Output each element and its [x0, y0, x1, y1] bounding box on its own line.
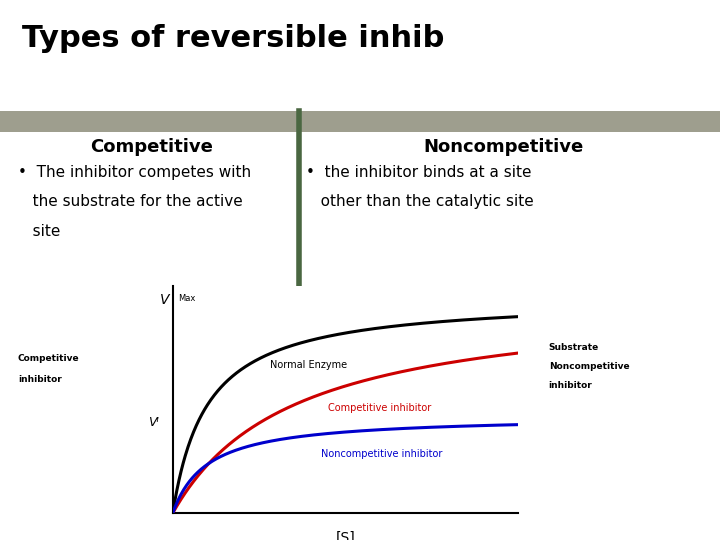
Text: site: site — [18, 224, 60, 239]
Text: Types of reversible inhib: Types of reversible inhib — [22, 24, 444, 53]
Bar — [0, 111, 720, 132]
Text: Noncompetitive: Noncompetitive — [424, 138, 584, 156]
Text: Competitive inhibitor: Competitive inhibitor — [328, 403, 431, 414]
Text: inhibitor: inhibitor — [18, 375, 62, 384]
Text: •  The inhibitor competes with: • The inhibitor competes with — [18, 165, 251, 180]
Text: V: V — [160, 293, 169, 307]
Text: •  the inhibitor binds at a site: • the inhibitor binds at a site — [306, 165, 531, 180]
Text: Max: Max — [178, 294, 195, 303]
Text: Normal Enzyme: Normal Enzyme — [269, 360, 347, 370]
Text: Competitive: Competitive — [18, 354, 80, 363]
Text: [S]: [S] — [336, 531, 356, 540]
Text: inhibitor: inhibitor — [549, 381, 593, 390]
Text: Noncompetitive inhibitor: Noncompetitive inhibitor — [321, 449, 443, 459]
Text: the substrate for the active: the substrate for the active — [18, 194, 243, 210]
Text: Substrate: Substrate — [549, 343, 599, 352]
Text: other than the catalytic site: other than the catalytic site — [306, 194, 534, 210]
Text: Noncompetitive: Noncompetitive — [549, 362, 629, 371]
Text: Competitive: Competitive — [90, 138, 212, 156]
Text: Vᴵ: Vᴵ — [148, 416, 159, 429]
